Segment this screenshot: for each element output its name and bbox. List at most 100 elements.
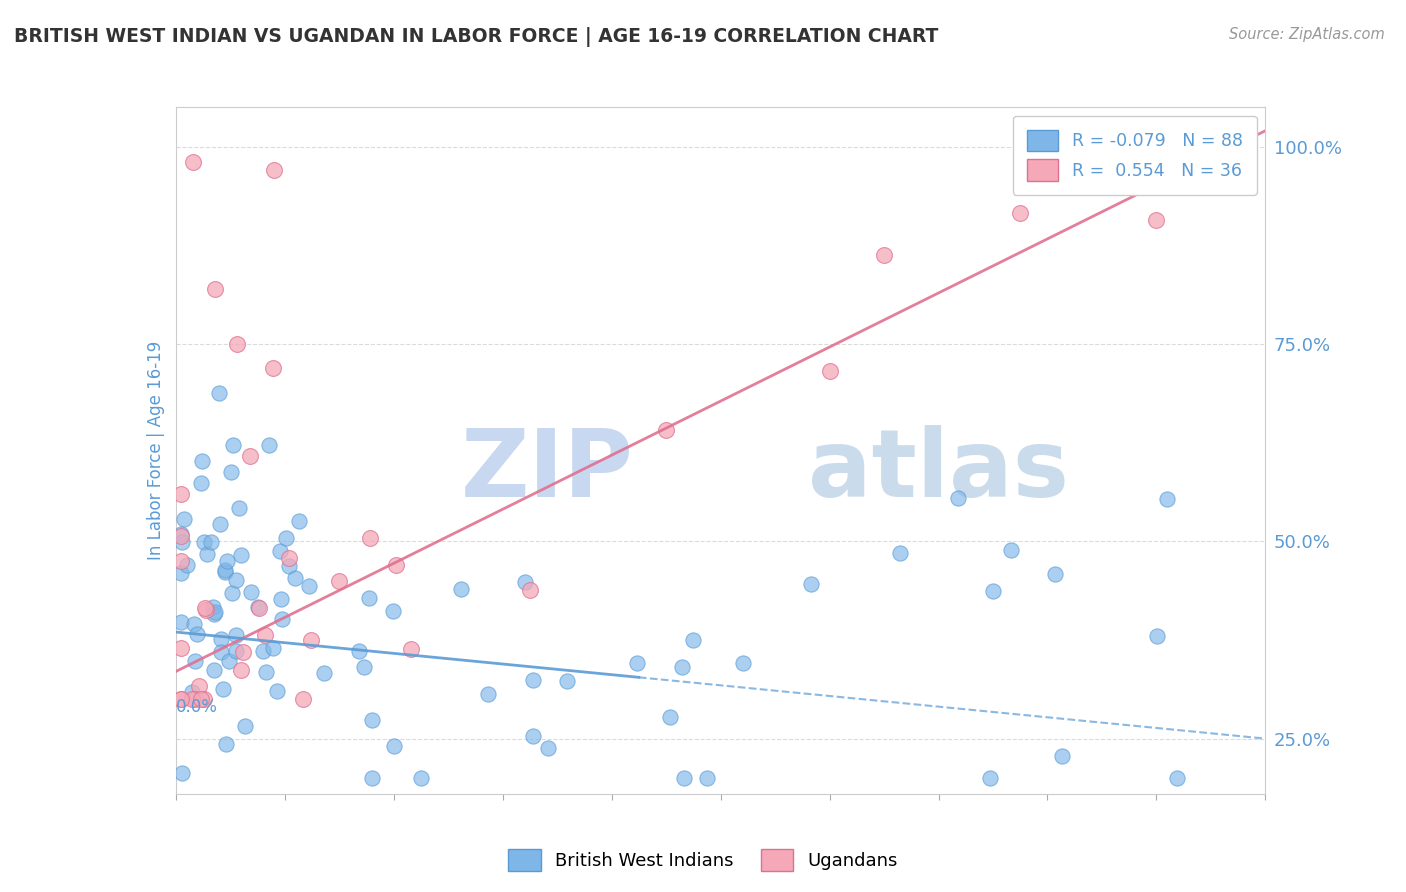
Point — [513, 574, 536, 589]
Point — [204, 605, 226, 619]
Point — [1166, 771, 1188, 785]
Point — [225, 644, 247, 658]
Point — [1000, 542, 1022, 557]
Point — [384, 739, 406, 753]
Point — [190, 692, 212, 706]
Point — [1052, 748, 1074, 763]
Point — [186, 626, 208, 640]
Point — [170, 566, 193, 580]
Point — [233, 718, 256, 732]
Point — [184, 692, 207, 706]
Point — [239, 449, 262, 463]
Point — [202, 607, 225, 621]
Point — [288, 514, 311, 528]
Point — [191, 453, 214, 467]
Point — [214, 563, 236, 577]
Point — [170, 529, 193, 543]
Point — [193, 692, 215, 706]
Point — [1144, 212, 1167, 227]
Point — [221, 438, 243, 452]
Text: ZIP: ZIP — [461, 425, 633, 517]
Point — [212, 681, 235, 696]
Point — [626, 656, 648, 670]
Point — [359, 531, 381, 545]
Point — [269, 543, 291, 558]
Point — [232, 645, 254, 659]
Point — [655, 423, 678, 437]
Point — [276, 531, 298, 545]
Point — [1146, 629, 1168, 643]
Point — [263, 163, 285, 178]
Point — [254, 628, 277, 642]
Point — [225, 573, 247, 587]
Point — [254, 665, 277, 679]
Point — [170, 486, 193, 500]
Point — [228, 501, 250, 516]
Point — [183, 155, 205, 169]
Point — [194, 601, 217, 615]
Point — [201, 600, 224, 615]
Point — [800, 576, 823, 591]
Point — [217, 554, 239, 568]
Point — [359, 591, 381, 605]
Point — [409, 771, 432, 785]
Point — [266, 684, 288, 698]
Point — [239, 584, 262, 599]
Point — [278, 558, 301, 573]
Point — [1010, 205, 1032, 219]
Point — [889, 546, 911, 560]
Text: 0.0%: 0.0% — [176, 698, 218, 715]
Point — [731, 656, 754, 670]
Text: atlas: atlas — [807, 425, 1069, 517]
Point — [314, 665, 336, 680]
Point — [214, 565, 236, 579]
Point — [671, 660, 693, 674]
Point — [170, 527, 193, 541]
Point — [450, 582, 472, 596]
Point — [170, 554, 193, 568]
Point — [291, 692, 314, 706]
Point — [170, 765, 193, 780]
Point — [170, 692, 193, 706]
Point — [246, 600, 269, 615]
Text: Source: ZipAtlas.com: Source: ZipAtlas.com — [1229, 27, 1385, 42]
Point — [193, 535, 215, 549]
Point — [173, 512, 195, 526]
Point — [673, 771, 696, 785]
Point — [184, 654, 207, 668]
Point — [170, 615, 193, 630]
Point — [298, 579, 321, 593]
Point — [399, 641, 422, 656]
Legend: British West Indians, Ugandans: British West Indians, Ugandans — [501, 842, 905, 879]
Point — [181, 685, 204, 699]
Point — [1156, 492, 1178, 507]
Y-axis label: In Labor Force | Age 16-19: In Labor Force | Age 16-19 — [146, 341, 165, 560]
Point — [180, 692, 202, 706]
Point — [360, 713, 382, 727]
Point — [347, 644, 370, 658]
Point — [522, 729, 544, 743]
Point — [195, 603, 218, 617]
Point — [170, 641, 193, 656]
Point — [176, 558, 198, 573]
Point — [218, 654, 240, 668]
Point — [229, 663, 252, 677]
Point — [200, 535, 222, 549]
Text: BRITISH WEST INDIAN VS UGANDAN IN LABOR FORCE | AGE 16-19 CORRELATION CHART: BRITISH WEST INDIAN VS UGANDAN IN LABOR … — [14, 27, 938, 46]
Point — [278, 551, 301, 566]
Point — [209, 632, 232, 647]
Point — [519, 582, 541, 597]
Point — [249, 600, 271, 615]
Point — [204, 282, 226, 296]
Point — [262, 360, 284, 375]
Point — [284, 571, 307, 585]
Point — [361, 771, 384, 785]
Point — [208, 385, 231, 400]
Point — [983, 584, 1005, 599]
Point — [252, 643, 274, 657]
Point — [271, 611, 294, 625]
Point — [209, 645, 232, 659]
Point — [225, 628, 247, 642]
Legend: R = -0.079   N = 88, R =  0.554   N = 36: R = -0.079 N = 88, R = 0.554 N = 36 — [1012, 116, 1257, 194]
Point — [202, 663, 225, 677]
